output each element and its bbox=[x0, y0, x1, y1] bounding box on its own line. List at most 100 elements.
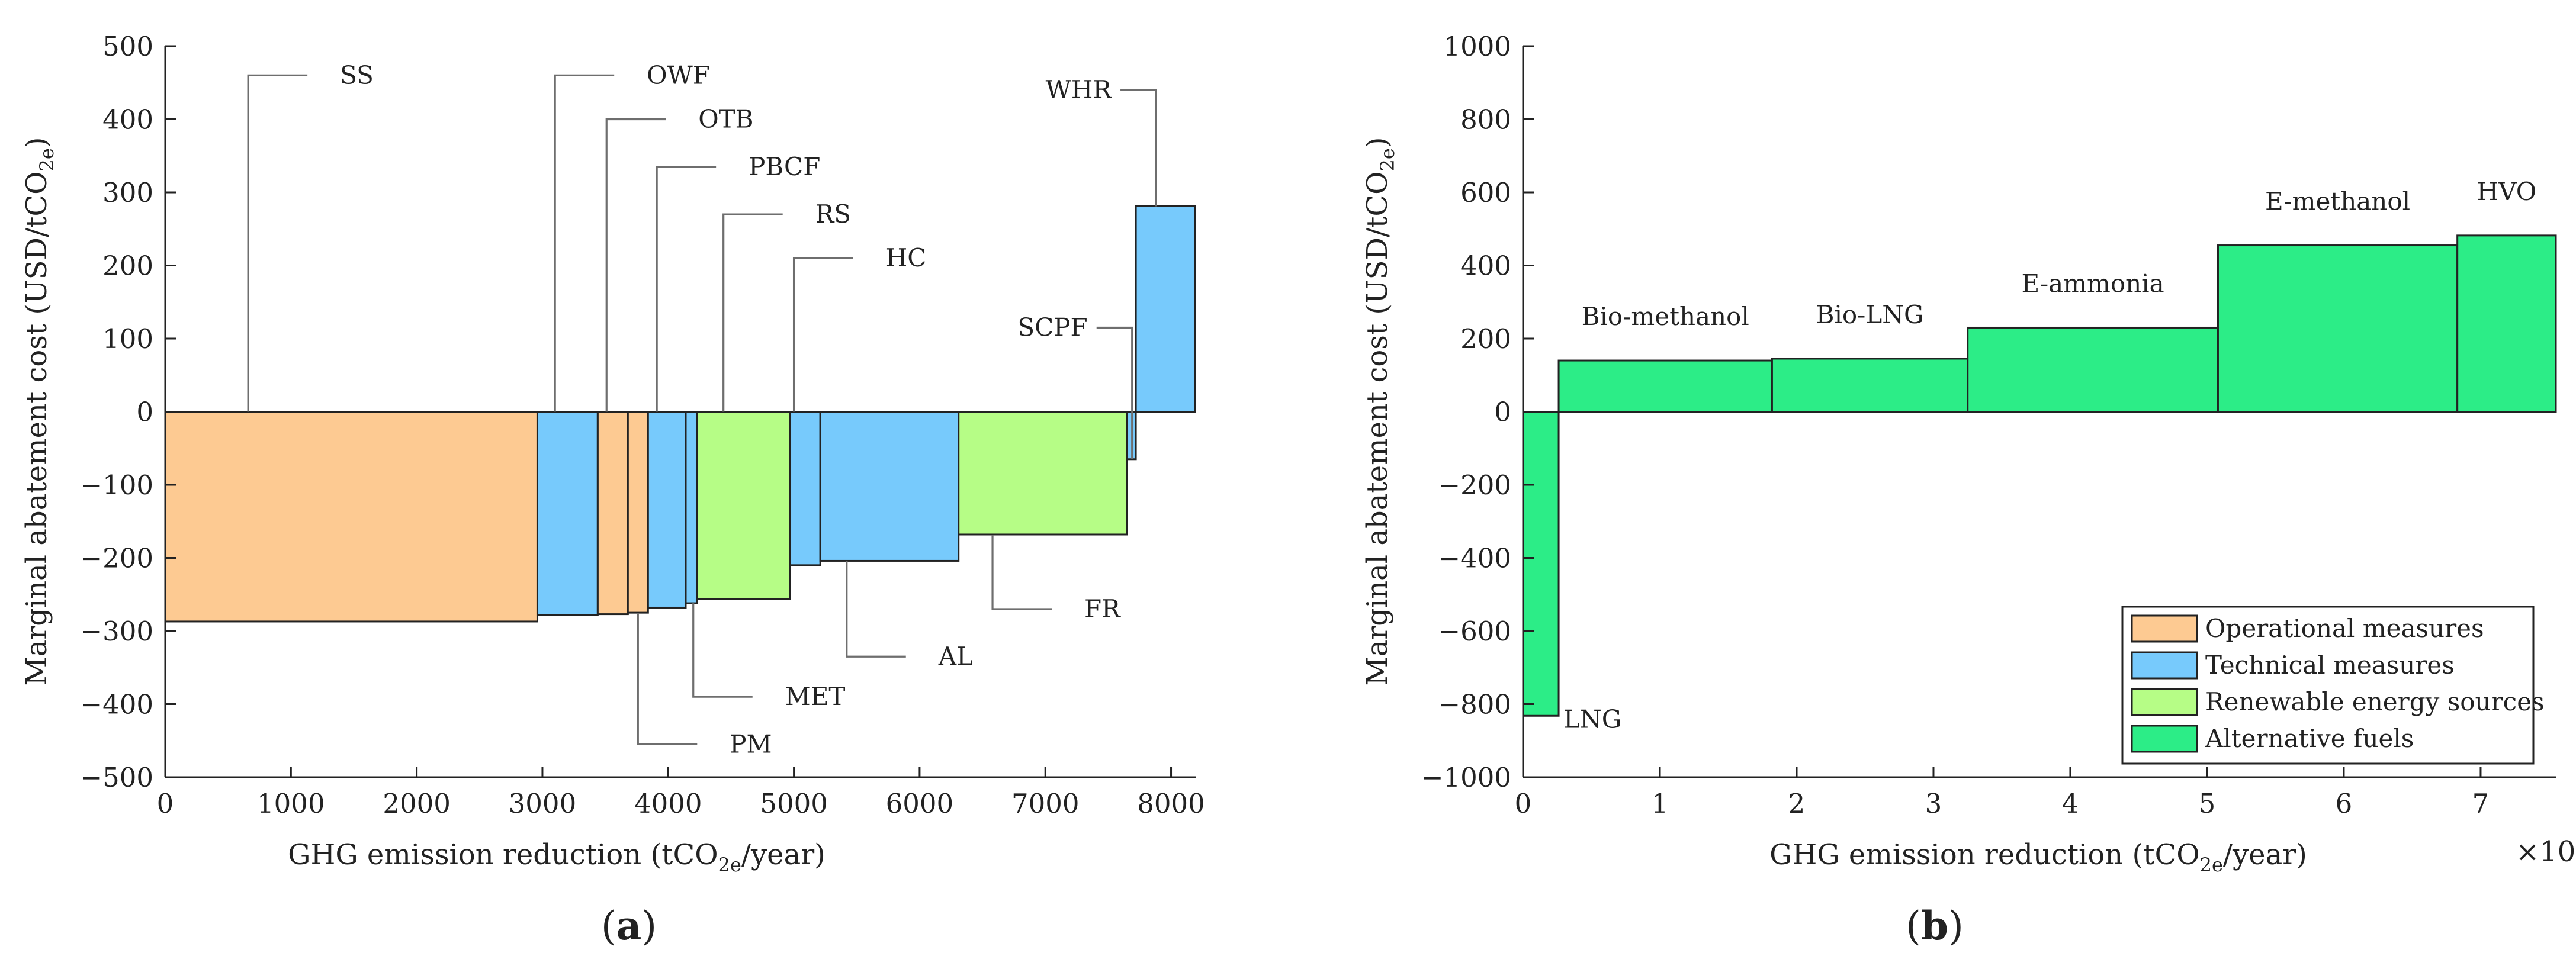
x-tick-label: 8000 bbox=[1137, 788, 1205, 819]
label-pbcf: PBCF bbox=[749, 152, 820, 181]
bar-bio-lng bbox=[1771, 358, 1969, 413]
legend-swatch-technical bbox=[2131, 651, 2198, 680]
chart-a-x-ticks: 0 1000 2000 3000 4000 5000 6000 7000 8000 bbox=[157, 767, 1205, 819]
chart-b-x-ticks: 0 1 2 3 4 5 6 7 bbox=[1515, 767, 2490, 819]
leader-otb bbox=[605, 118, 666, 412]
label-bio-lng: Bio-LNG bbox=[1816, 300, 1924, 329]
y-tick-label: −600 bbox=[1438, 616, 1511, 647]
leader-al bbox=[846, 561, 906, 658]
y-tick-label: 400 bbox=[102, 104, 153, 136]
y-tick-label: 1000 bbox=[1443, 31, 1511, 62]
y-tick-label: 300 bbox=[102, 177, 153, 208]
bar-e-methanol bbox=[2217, 244, 2459, 413]
leader-hc bbox=[792, 257, 853, 412]
legend-swatch-alternative bbox=[2131, 725, 2198, 753]
chart-b-bar-labels: LNG Bio-methanol Bio-LNG E-ammonia E-methano… bbox=[1563, 177, 2536, 733]
y-tick-label: 600 bbox=[1460, 177, 1511, 208]
label-e-methanol: E-methanol bbox=[2265, 187, 2410, 216]
leader-met bbox=[692, 603, 753, 698]
y-tick-label: −400 bbox=[80, 689, 153, 720]
label-owf: OWF bbox=[647, 60, 710, 89]
y-tick-label: −1000 bbox=[1421, 762, 1511, 793]
y-tick-label: 100 bbox=[102, 323, 153, 355]
x-tick-label: 0 bbox=[1515, 788, 1532, 819]
chart-b: LNG Bio-methanol Bio-LNG E-ammonia E-methano… bbox=[1361, 31, 2576, 949]
legend-label-technical: Technical measures bbox=[2205, 651, 2455, 680]
y-tick-label: 200 bbox=[1460, 323, 1511, 355]
legend-swatch-operational bbox=[2131, 614, 2198, 643]
chart-b-y-ticks: −1000 −800 −600 −400 −200 0 200 400 600 800 1000 bbox=[1421, 31, 1534, 793]
leader-scpf bbox=[1096, 326, 1133, 459]
chart-b-panel-label: (b) bbox=[1906, 903, 1964, 949]
y-tick-label: −100 bbox=[80, 469, 153, 501]
chart-a-annotations: SS OWF OTB PM PBCF MET RS HC AL FR SCPF WHR bbox=[247, 60, 1157, 758]
chart-a-panel-label: (a) bbox=[601, 903, 657, 949]
bar-e-ammonia bbox=[1967, 326, 2219, 413]
bar-al bbox=[819, 411, 960, 562]
x-tick-label: 2000 bbox=[383, 788, 451, 819]
legend-label-renewable: Renewable energy sources bbox=[2205, 687, 2545, 716]
y-tick-label: 200 bbox=[102, 250, 153, 282]
bar-bio-methanol bbox=[1557, 359, 1773, 413]
chart-a-y-ticks: −500 −400 −300 −200 −100 0 100 200 300 400 500 bbox=[80, 31, 176, 793]
x-tick-label: 7000 bbox=[1011, 788, 1080, 819]
label-ss: SS bbox=[340, 60, 374, 89]
bar-fr bbox=[958, 411, 1128, 536]
chart-b-y-axis-label: Marginal abatement cost (USD/tCO2e) bbox=[1361, 137, 1399, 685]
leader-pm bbox=[637, 613, 698, 746]
bar-lng bbox=[1522, 411, 1560, 717]
label-whr: WHR bbox=[1046, 75, 1113, 104]
x-tick-label: 3000 bbox=[509, 788, 577, 819]
y-tick-label: −500 bbox=[80, 762, 153, 793]
label-al: AL bbox=[938, 642, 973, 671]
bar-otb bbox=[596, 411, 629, 616]
y-tick-label: −800 bbox=[1438, 689, 1511, 720]
leader-whr bbox=[1120, 89, 1157, 207]
x-tick-label: 0 bbox=[157, 788, 174, 819]
chart-a-y-axis-label: Marginal abatement cost (USD/tCO2e) bbox=[20, 137, 58, 685]
x-tick-label: 1000 bbox=[257, 788, 325, 819]
bar-met bbox=[685, 411, 698, 604]
x-tick-label: 2 bbox=[1788, 788, 1806, 819]
label-bio-methanol: Bio-methanol bbox=[1582, 302, 1749, 331]
leader-fr bbox=[991, 534, 1052, 610]
legend: Operational measures Technical measures Re… bbox=[2121, 606, 2545, 765]
x-tick-label: 5 bbox=[2199, 788, 2216, 819]
label-pm: PM bbox=[730, 729, 772, 758]
x-tick-label: 4000 bbox=[634, 788, 702, 819]
bar-hvo bbox=[2456, 234, 2557, 413]
bar-whr bbox=[1135, 205, 1196, 413]
legend-label-alternative: Alternative fuels bbox=[2205, 724, 2414, 753]
label-hvo: HVO bbox=[2477, 177, 2537, 206]
legend-label-operational: Operational measures bbox=[2205, 614, 2484, 643]
x-tick-label: 7 bbox=[2472, 788, 2490, 819]
y-tick-label: −200 bbox=[80, 543, 153, 574]
leader-ss bbox=[247, 74, 308, 412]
chart-b-multiplier: ×104 bbox=[2516, 832, 2576, 868]
x-tick-label: 5000 bbox=[760, 788, 828, 819]
bar-rs bbox=[696, 411, 791, 600]
label-rs: RS bbox=[815, 199, 851, 228]
y-tick-label: −400 bbox=[1438, 543, 1511, 574]
label-hc: HC bbox=[886, 243, 927, 272]
x-tick-label: 4 bbox=[2062, 788, 2079, 819]
label-e-ammonia: E-ammonia bbox=[2022, 269, 2164, 298]
y-tick-label: 800 bbox=[1460, 104, 1511, 136]
x-tick-label: 3 bbox=[1925, 788, 1942, 819]
label-fr: FR bbox=[1084, 594, 1121, 623]
x-tick-label: 1 bbox=[1652, 788, 1669, 819]
chart-a-bars bbox=[164, 205, 1196, 623]
y-tick-label: 0 bbox=[136, 397, 153, 428]
bar-pbcf bbox=[647, 411, 687, 609]
bar-ss bbox=[164, 411, 538, 623]
bar-owf bbox=[536, 411, 599, 616]
leader-owf bbox=[554, 74, 615, 412]
y-tick-label: −200 bbox=[1438, 469, 1511, 501]
legend-swatch-renewable bbox=[2131, 688, 2198, 716]
label-otb: OTB bbox=[698, 105, 753, 134]
leader-rs bbox=[722, 213, 783, 412]
bar-hc bbox=[789, 411, 821, 566]
chart-a-x-axis-label: GHG emission reduction (tCO2e/year) bbox=[288, 838, 826, 876]
